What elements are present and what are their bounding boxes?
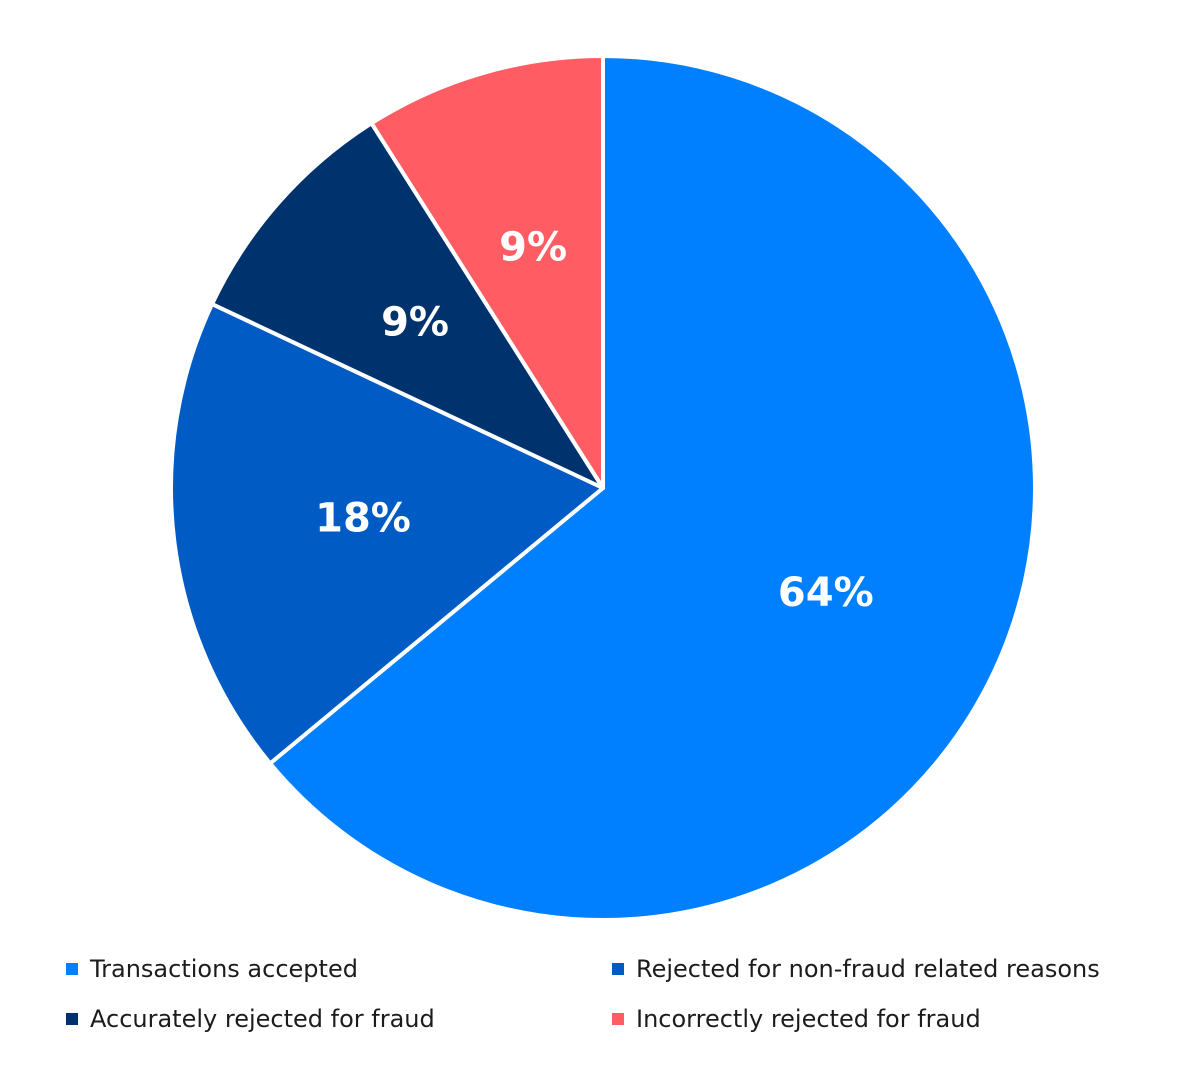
legend-swatch — [612, 1013, 624, 1025]
data-label-rejected-for-non-fraud-related-reasons: 18% — [315, 495, 411, 541]
legend-swatch — [612, 963, 624, 975]
pie-slice-incorrectly-rejected-for-fraud — [369, 54, 605, 490]
legend-label: Transactions accepted — [90, 955, 358, 983]
legend-item-transactions-accepted: Transactions accepted — [66, 953, 612, 985]
data-label-transactions-accepted: 64% — [778, 570, 874, 616]
legend-item-incorrectly-rejected-fraud: Incorrectly rejected for fraud — [612, 1003, 1176, 1035]
legend-item-accurately-rejected-fraud: Accurately rejected for fraud — [66, 1003, 612, 1035]
data-label-accurately-rejected-for-fraud: 9% — [381, 299, 449, 345]
legend-swatch — [66, 963, 78, 975]
legend-label: Incorrectly rejected for fraud — [636, 1005, 981, 1033]
pie-chart: 64% 18% 9% 9% — [169, 54, 1037, 922]
pie-slices — [169, 54, 1037, 922]
legend-item-rejected-non-fraud: Rejected for non-fraud related reasons — [612, 953, 1176, 985]
chart-legend: Transactions accepted Rejected for non-f… — [66, 953, 1176, 1035]
pie-slice-rejected-for-non-fraud-related-reasons — [169, 302, 605, 766]
pie-slice-accurately-rejected-for-fraud — [210, 121, 605, 490]
pie-slice-transactions-accepted — [268, 54, 1037, 922]
pie-data-labels: 64% 18% 9% 9% — [315, 224, 874, 615]
data-label-incorrectly-rejected-for-fraud: 9% — [499, 224, 567, 270]
legend-label: Rejected for non-fraud related reasons — [636, 955, 1100, 983]
legend-swatch — [66, 1013, 78, 1025]
legend-label: Accurately rejected for fraud — [90, 1005, 435, 1033]
